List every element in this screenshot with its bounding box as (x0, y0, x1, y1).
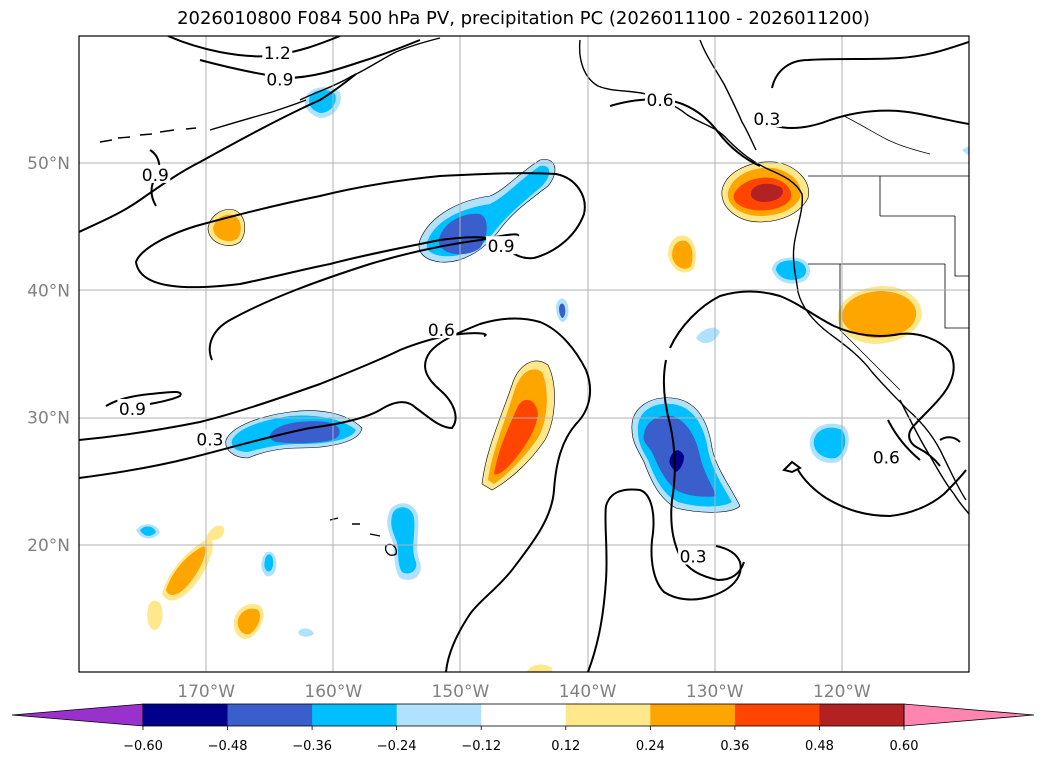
colorbar-segment (143, 704, 229, 726)
colorbar-segment (650, 704, 736, 726)
contour-label: 1.2 (264, 44, 291, 64)
colorbar-tick-label: 0.48 (805, 739, 834, 754)
map-frame (78, 35, 970, 673)
contour-label: 0.9 (266, 71, 293, 91)
colorbar-tick-label: 0.60 (890, 739, 919, 754)
colorbar-extend-max (903, 703, 1035, 727)
pv-contours (79, 36, 969, 672)
x-tick-label: 140°W (559, 682, 617, 702)
contour-label: 0.3 (680, 548, 707, 568)
contour-label: 0.6 (428, 321, 455, 341)
map-area (79, 36, 969, 672)
x-tick-label: 130°W (686, 682, 744, 702)
contour-labels: 1.2 0.9 0.9 0.9 0.6 0.3 0.6 0.9 0.3 0.3 0.6 (117, 42, 902, 568)
contour-label-bg (645, 89, 676, 108)
colorbar (11, 703, 1035, 727)
contour-label-bg (262, 42, 293, 61)
x-tick-label: 120°W (813, 682, 871, 702)
contour-label-bg (678, 546, 709, 565)
colorbar-segment (734, 704, 820, 726)
x-tick-labels: 170°W 160°W 150°W 140°W 130°W 120°W (177, 682, 871, 702)
contour-label-bg (871, 447, 902, 466)
contour-label: 0.6 (873, 448, 900, 468)
y-tick-label: 40°N (27, 281, 70, 301)
y-tick-label: 50°N (27, 154, 70, 174)
precip-outline (207, 159, 809, 513)
x-tick-label: 160°W (304, 682, 362, 702)
colorbar-tick-labels: −0.60 −0.48 −0.36 −0.24 −0.12 0.12 0.24 0.36 0.4… (123, 726, 918, 754)
colorbar-tick-label: 0.36 (720, 739, 749, 754)
contour-label: 0.9 (142, 166, 169, 186)
political-borders (808, 115, 969, 391)
contour-label-bg (264, 69, 295, 88)
contour-label-bg (486, 236, 517, 255)
x-tick-label: 170°W (177, 682, 235, 702)
contour-label: 0.3 (196, 430, 223, 450)
contour-label-bg (751, 108, 782, 127)
colorbar-segment (312, 704, 398, 726)
colorbar-tick-label: −0.36 (292, 739, 332, 754)
contour-label-bg (140, 164, 171, 183)
grid (79, 36, 969, 672)
precip-shading (136, 87, 969, 672)
colorbar-frame (142, 703, 905, 727)
y-tick-labels: 50°N 40°N 30°N 20°N (27, 154, 70, 556)
contour-label-bg (194, 429, 225, 448)
colorbar-segment (227, 704, 313, 726)
colorbar-tick-label: 0.24 (636, 739, 665, 754)
colorbar-tick-label: −0.24 (377, 739, 417, 754)
chart-title: 2026010800 F084 500 hPa PV, precipitatio… (177, 8, 870, 29)
x-tick-label: 150°W (432, 682, 490, 702)
colorbar-segment (396, 704, 482, 726)
colorbar-tick-label: −0.12 (461, 739, 501, 754)
contour-label: 0.3 (753, 110, 780, 130)
y-tick-label: 30°N (27, 409, 70, 429)
colorbar-segment (565, 704, 651, 726)
colorbar-extend-min (11, 703, 144, 727)
contour-label-bg (426, 320, 457, 339)
contour-label-bg (117, 398, 148, 417)
contour-label: 0.6 (647, 91, 674, 111)
y-tick-label: 20°N (27, 536, 70, 556)
colorbar-tick-label: −0.60 (123, 739, 163, 754)
colorbar-tick-label: −0.48 (208, 739, 248, 754)
contour-label: 0.9 (488, 237, 515, 257)
colorbar-segment (481, 704, 567, 726)
colorbar-segment (819, 704, 905, 726)
colorbar-tick-label: 0.12 (551, 739, 580, 754)
contour-label: 0.9 (119, 400, 146, 420)
